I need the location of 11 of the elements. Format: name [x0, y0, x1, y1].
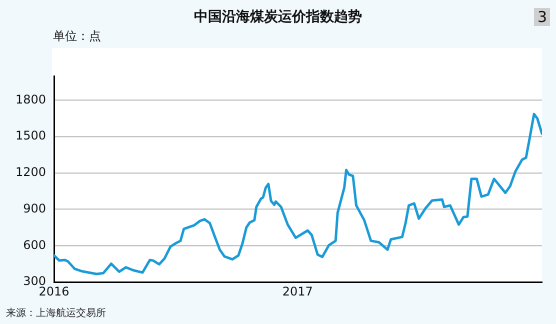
- y-tick-label: 600: [23, 238, 46, 252]
- text: 3: [534, 8, 550, 26]
- y-axis-title: 单位：点: [53, 28, 101, 45]
- x-tick-label: 2016: [38, 284, 70, 298]
- y-tick-label: 1800: [15, 92, 46, 106]
- chart-title: 中国沿海煤炭运价指数趋势: [194, 9, 362, 25]
- y-tick-label: 1500: [15, 128, 46, 143]
- y-tick-label: 1200: [15, 165, 46, 180]
- source-note: 来源：上海航运交易所: [6, 306, 106, 320]
- x-tick-label: 2017: [282, 284, 313, 298]
- y-tick-label: 900: [23, 201, 46, 216]
